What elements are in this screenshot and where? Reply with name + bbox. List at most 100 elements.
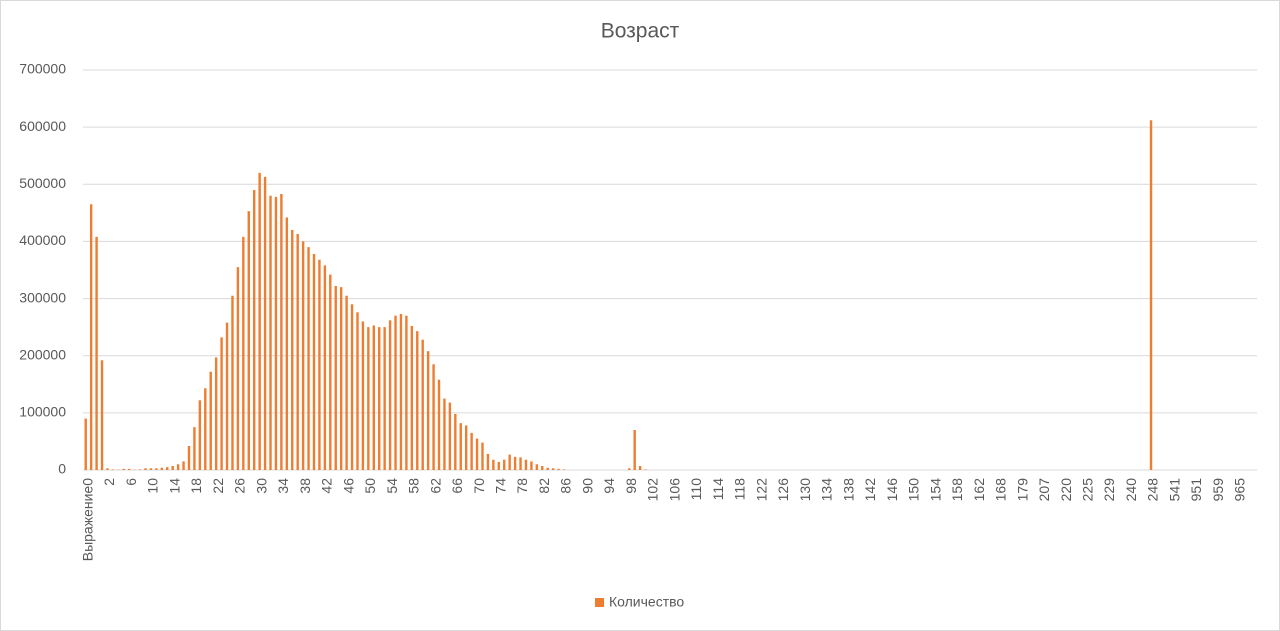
bar	[524, 459, 528, 470]
bar	[562, 469, 566, 470]
bar	[89, 204, 93, 471]
bar	[269, 195, 272, 470]
x-tick-label: 78	[514, 478, 530, 494]
x-tick-label: 46	[340, 478, 356, 494]
bar	[628, 468, 631, 470]
bar	[497, 462, 500, 470]
y-tick-label: 600000	[19, 118, 66, 134]
x-tick-label: 154	[927, 478, 943, 502]
x-tick-label: 58	[406, 478, 422, 494]
bar	[644, 469, 647, 470]
x-tick-label: 114	[710, 478, 726, 501]
bar	[301, 241, 305, 470]
bar	[454, 414, 457, 470]
bar	[405, 315, 408, 470]
x-tick-label: 248	[1145, 478, 1161, 502]
bar	[481, 442, 484, 470]
bar	[383, 327, 386, 470]
y-tick-label: 700000	[19, 61, 66, 77]
bar	[225, 322, 229, 470]
bar	[263, 176, 267, 470]
x-tick-label: 10	[145, 478, 161, 494]
x-tick-label: 179	[1014, 478, 1030, 502]
bar	[193, 427, 196, 470]
bar	[334, 286, 337, 470]
bar	[350, 304, 354, 470]
bar	[285, 217, 289, 470]
bar	[127, 468, 131, 470]
x-tick-label: 240	[1123, 478, 1139, 502]
bar	[236, 267, 240, 470]
x-tick-label: 82	[536, 478, 552, 494]
bar	[187, 446, 191, 470]
x-tick-label: 18	[188, 478, 204, 494]
x-tick-label: 229	[1101, 478, 1117, 502]
bar	[416, 331, 419, 470]
bar	[508, 454, 511, 470]
bar	[329, 274, 332, 470]
x-tick-label: 14	[166, 478, 182, 494]
bar	[166, 467, 169, 470]
x-tick-label: Выражение0	[79, 478, 95, 561]
bar	[535, 464, 539, 470]
x-tick-label: 34	[275, 478, 291, 494]
bar	[182, 461, 185, 470]
x-tick-label: 146	[884, 478, 900, 502]
x-tick-label: 158	[949, 478, 965, 502]
x-tick-label: 126	[775, 478, 791, 502]
bar	[394, 315, 397, 470]
bar	[459, 423, 462, 470]
bar	[204, 388, 207, 470]
x-tick-label: 50	[362, 478, 378, 494]
legend-label: Количество	[609, 594, 684, 610]
x-tick-label: 134	[819, 478, 835, 502]
bar	[339, 287, 343, 470]
x-tick-label: 150	[906, 478, 922, 502]
bar	[111, 469, 115, 470]
bar	[399, 314, 403, 470]
y-tick-label: 500000	[19, 175, 66, 191]
bar	[361, 321, 365, 470]
x-tick-label: 86	[558, 478, 574, 494]
bar	[100, 360, 104, 470]
bar	[421, 339, 424, 470]
x-tick-label: 98	[623, 478, 639, 494]
bar	[291, 230, 294, 470]
bar	[318, 259, 321, 470]
x-tick-label: 66	[449, 478, 465, 494]
x-tick-label: 102	[645, 478, 661, 502]
x-tick-label: 90	[579, 478, 595, 494]
bar	[448, 402, 452, 470]
x-tick-label: 965	[1232, 478, 1248, 502]
bar	[367, 327, 370, 470]
x-tick-label: 541	[1166, 478, 1182, 502]
bar	[144, 468, 147, 470]
bar	[231, 295, 234, 470]
x-tick-label: 118	[732, 478, 748, 501]
x-tick-label: 951	[1188, 478, 1204, 502]
x-tick-label: 6	[123, 478, 139, 486]
bar	[95, 236, 98, 470]
x-tick-label: 54	[384, 478, 400, 494]
y-tick-label: 300000	[19, 289, 66, 305]
bar	[492, 459, 495, 470]
bar	[307, 247, 310, 470]
bar	[253, 190, 256, 470]
x-tick-label: 207	[1036, 478, 1052, 502]
bar	[513, 456, 517, 470]
bar	[312, 254, 316, 470]
bar	[220, 337, 223, 470]
bar	[378, 327, 381, 470]
x-tick-label: 225	[1079, 478, 1095, 502]
bar	[258, 172, 261, 470]
bar	[633, 430, 636, 470]
chart-title: Возраст	[601, 20, 680, 43]
y-tick-label: 400000	[19, 232, 66, 248]
y-tick-label: 0	[58, 461, 66, 477]
bar	[242, 236, 245, 470]
bar	[198, 400, 202, 470]
bar	[176, 464, 180, 470]
bar	[372, 325, 375, 470]
